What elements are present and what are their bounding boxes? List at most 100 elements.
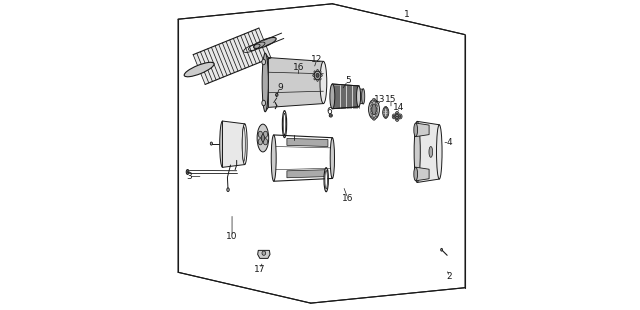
Ellipse shape	[385, 117, 387, 119]
Ellipse shape	[319, 71, 321, 73]
Text: 3: 3	[186, 172, 192, 181]
Ellipse shape	[319, 78, 321, 80]
Ellipse shape	[325, 170, 328, 189]
Ellipse shape	[371, 116, 373, 118]
Ellipse shape	[329, 114, 332, 117]
Ellipse shape	[387, 114, 388, 116]
Ellipse shape	[316, 73, 319, 78]
Ellipse shape	[220, 121, 225, 167]
Ellipse shape	[184, 62, 214, 77]
Ellipse shape	[324, 168, 328, 192]
Ellipse shape	[414, 167, 417, 181]
Ellipse shape	[356, 86, 360, 107]
Polygon shape	[358, 89, 364, 104]
Ellipse shape	[242, 124, 247, 165]
Ellipse shape	[394, 115, 395, 117]
Ellipse shape	[372, 99, 374, 101]
Ellipse shape	[258, 139, 262, 145]
Ellipse shape	[227, 188, 229, 192]
Polygon shape	[415, 123, 429, 137]
Ellipse shape	[371, 102, 372, 105]
Text: 4: 4	[447, 138, 452, 147]
Polygon shape	[268, 58, 323, 107]
Ellipse shape	[257, 124, 269, 152]
Ellipse shape	[262, 100, 266, 106]
Ellipse shape	[414, 123, 417, 137]
Ellipse shape	[284, 113, 285, 135]
Ellipse shape	[414, 121, 420, 183]
Polygon shape	[332, 84, 358, 109]
Ellipse shape	[262, 59, 266, 65]
Ellipse shape	[387, 109, 388, 111]
Text: 12: 12	[311, 55, 323, 64]
Ellipse shape	[211, 142, 212, 145]
Ellipse shape	[371, 100, 373, 103]
Ellipse shape	[369, 100, 380, 119]
Ellipse shape	[441, 248, 442, 251]
Ellipse shape	[374, 116, 376, 118]
Polygon shape	[415, 167, 429, 181]
Ellipse shape	[330, 115, 332, 116]
Ellipse shape	[384, 116, 385, 117]
Ellipse shape	[253, 38, 276, 48]
Ellipse shape	[374, 117, 376, 120]
Text: 15: 15	[385, 95, 397, 104]
Ellipse shape	[383, 107, 388, 118]
Polygon shape	[265, 53, 268, 112]
Ellipse shape	[396, 118, 398, 120]
Polygon shape	[258, 250, 270, 258]
Ellipse shape	[263, 139, 268, 145]
Ellipse shape	[372, 104, 376, 115]
Ellipse shape	[263, 131, 268, 137]
Ellipse shape	[385, 106, 386, 108]
Text: 14: 14	[393, 103, 404, 112]
Ellipse shape	[373, 118, 375, 121]
Ellipse shape	[384, 107, 385, 109]
Text: 17: 17	[254, 265, 266, 274]
Ellipse shape	[317, 69, 318, 72]
Ellipse shape	[392, 114, 396, 119]
Ellipse shape	[313, 74, 314, 77]
Ellipse shape	[374, 99, 376, 101]
Ellipse shape	[376, 105, 378, 108]
Ellipse shape	[375, 102, 377, 105]
Ellipse shape	[317, 79, 318, 82]
Polygon shape	[287, 138, 328, 147]
Ellipse shape	[396, 112, 399, 117]
Ellipse shape	[375, 114, 377, 116]
Ellipse shape	[371, 108, 372, 111]
Ellipse shape	[383, 109, 385, 111]
Polygon shape	[417, 121, 439, 183]
Ellipse shape	[262, 251, 266, 255]
Ellipse shape	[371, 114, 372, 116]
Ellipse shape	[383, 112, 385, 113]
Ellipse shape	[371, 105, 372, 108]
Ellipse shape	[383, 114, 385, 116]
Ellipse shape	[258, 131, 262, 137]
Ellipse shape	[330, 84, 335, 109]
Text: 16: 16	[292, 63, 304, 72]
Ellipse shape	[376, 111, 378, 113]
Ellipse shape	[282, 111, 287, 138]
Text: 13: 13	[374, 95, 386, 104]
Ellipse shape	[399, 115, 401, 117]
Ellipse shape	[314, 71, 316, 73]
Ellipse shape	[386, 107, 387, 109]
Text: 5: 5	[345, 77, 351, 86]
Ellipse shape	[320, 61, 327, 104]
Ellipse shape	[376, 108, 378, 111]
Ellipse shape	[385, 117, 386, 119]
Ellipse shape	[387, 112, 388, 113]
Ellipse shape	[276, 93, 278, 96]
Ellipse shape	[398, 114, 402, 119]
Ellipse shape	[271, 135, 276, 181]
Polygon shape	[223, 121, 244, 167]
Ellipse shape	[386, 116, 387, 117]
Ellipse shape	[186, 170, 189, 175]
Ellipse shape	[374, 100, 376, 103]
Ellipse shape	[314, 78, 316, 80]
Ellipse shape	[242, 127, 245, 162]
Polygon shape	[193, 28, 271, 84]
Ellipse shape	[436, 125, 442, 179]
Text: 6: 6	[326, 107, 332, 116]
